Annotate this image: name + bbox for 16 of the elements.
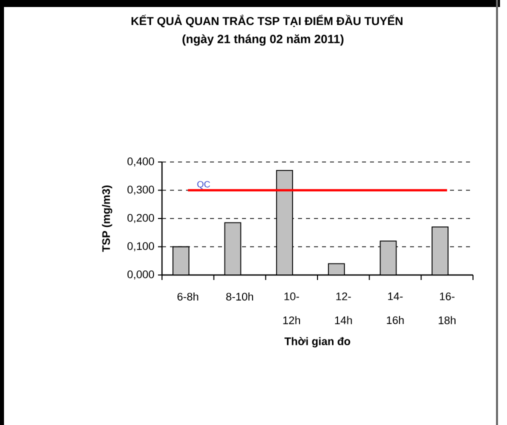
category-label: 14-16h: [386, 292, 404, 324]
y-axis-title: TSP (mg/m3): [102, 186, 112, 252]
chart-subtitle: (ngày 21 tháng 02 năm 2011): [182, 34, 344, 46]
x-tick-label: 6-8h: [178, 292, 198, 301]
series-label: QC: [197, 181, 210, 190]
y-tick-label: 0,100: [127, 242, 154, 252]
y-tick-label: 0,400: [127, 157, 154, 167]
category-label: 12-14h: [335, 292, 352, 324]
y-tick-label: 0,200: [127, 214, 154, 224]
x-axis-title: Thời gian đo: [284, 337, 350, 348]
y-tick-label: 0,300: [127, 186, 154, 195]
category-label: 16-18h: [438, 292, 456, 324]
chart-title: KẾT QUẢ QUAN TRẮC TSP TẠI ĐIỂM ĐẦU TUYẾN: [132, 14, 402, 28]
y-tick-label: 0,000: [127, 270, 154, 280]
x-tick-label: 8-10h: [226, 292, 254, 301]
category-label: 10-12h: [283, 292, 300, 324]
